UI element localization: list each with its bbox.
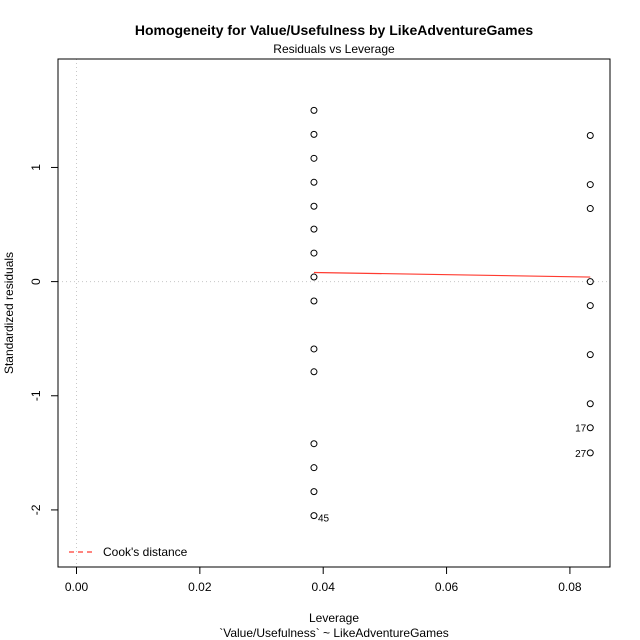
y-tick-label: 1: [29, 164, 43, 171]
y-tick-label: -2: [29, 504, 43, 515]
point-label: 45: [318, 514, 330, 525]
x-tick-label: 0.00: [65, 580, 89, 594]
legend: Cook's distance: [69, 545, 188, 559]
data-point: [310, 273, 318, 281]
data-point: [310, 154, 318, 162]
x-tick-label: 0.06: [435, 580, 459, 594]
data-point: [310, 249, 318, 257]
data-point: [586, 400, 594, 408]
data-point: [310, 297, 318, 305]
data-point: [310, 178, 318, 186]
chart-title: Homogeneity for Value/Usefulness by Like…: [135, 22, 534, 38]
data-point: [310, 464, 318, 472]
data-point: [310, 488, 318, 496]
data-point: [586, 449, 594, 457]
plot-frame: [57, 58, 611, 568]
data-point: [586, 205, 594, 213]
data-point: [586, 278, 594, 286]
point-labels: 45 17 27: [318, 424, 587, 525]
data-point: [586, 131, 594, 139]
data-point: [310, 345, 318, 353]
smoother-line: [313, 271, 591, 278]
data-point: [310, 512, 318, 520]
y-tick-label: -1: [29, 390, 43, 401]
data-point: [586, 351, 594, 359]
data-point: [310, 106, 318, 114]
data-point: [586, 181, 594, 189]
x-tick-label: 0.08: [558, 580, 582, 594]
data-points: [310, 106, 594, 520]
x-tick-label: 0.04: [312, 580, 336, 594]
data-point: [586, 424, 594, 432]
data-point: [586, 302, 594, 310]
x-axis-label: Leverage: [309, 611, 359, 625]
legend-cooks-distance-label: Cook's distance: [103, 545, 188, 559]
y-axis-label: Standardized residuals: [2, 252, 16, 374]
x-axis-formula: `Value/Usefulness` ~ LikeAdventureGames: [219, 626, 449, 640]
x-tick-label: 0.02: [188, 580, 212, 594]
reference-lines: [58, 59, 610, 567]
point-label: 27: [575, 449, 587, 460]
y-axis: -2 -1 0 1: [29, 164, 59, 515]
y-tick-label: 0: [29, 278, 43, 285]
data-point: [310, 440, 318, 448]
data-point: [310, 225, 318, 233]
x-axis: 0.00 0.02 0.04 0.06 0.08: [65, 566, 582, 594]
data-point: [310, 202, 318, 210]
data-point: [310, 368, 318, 376]
chart-subtitle: Residuals vs Leverage: [273, 42, 395, 56]
point-label: 17: [575, 424, 587, 435]
data-point: [310, 130, 318, 138]
